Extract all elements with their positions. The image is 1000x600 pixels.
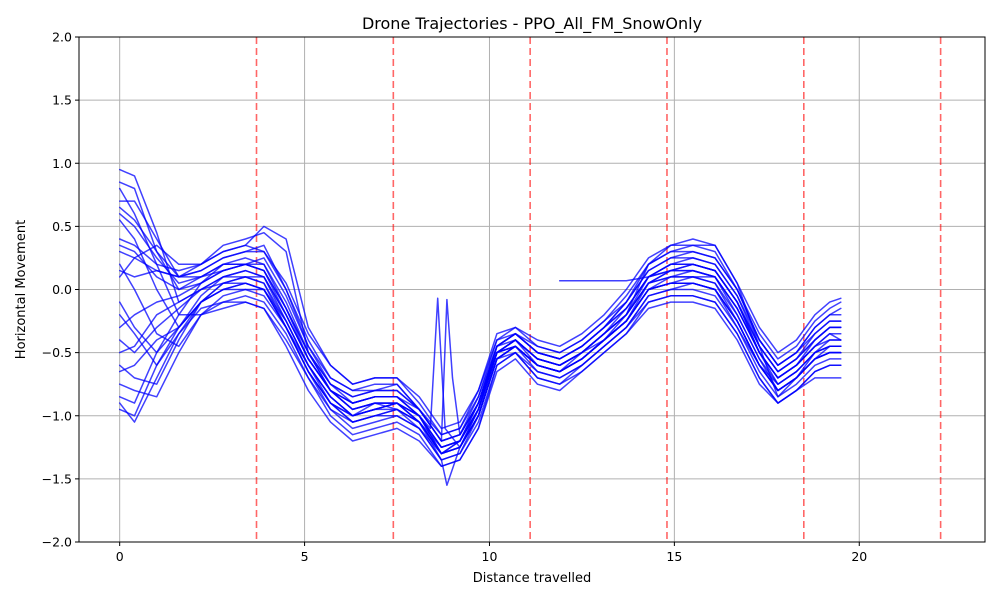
- y-axis-label: Horizontal Movement: [14, 220, 29, 359]
- trajectory-line: [118, 295, 842, 468]
- y-tick-label: 0.5: [52, 219, 72, 234]
- trajectory-line: [118, 206, 842, 442]
- y-tick-label: −0.5: [42, 345, 72, 360]
- chart-title: Drone Trajectories - PPO_All_FM_SnowOnly: [362, 14, 702, 34]
- trajectory-line: [118, 225, 842, 430]
- y-axis: −2.0 −1.5 −1.0 −0.5 0.0 0.5 1.0 1.5 2.0: [42, 30, 79, 550]
- y-tick-label: −2.0: [42, 535, 72, 550]
- trajectory-line: [118, 276, 842, 455]
- x-tick-label: 10: [482, 549, 498, 564]
- trajectory-line: [118, 187, 842, 461]
- y-tick-label: −1.0: [42, 408, 72, 423]
- x-tick-label: 5: [301, 549, 309, 564]
- x-tick-label: 0: [116, 549, 124, 564]
- series-layer: [118, 168, 842, 486]
- trajectory-line: [118, 263, 842, 455]
- x-axis-label: Distance travelled: [473, 571, 592, 586]
- trajectory-line: [118, 276, 842, 461]
- y-tick-label: −1.5: [42, 471, 72, 486]
- trajectory-line: [118, 282, 842, 449]
- y-tick-label: 0.0: [52, 282, 72, 297]
- trajectory-line: [118, 181, 842, 455]
- reference-lines-layer: [255, 37, 942, 542]
- y-tick-label: 2.0: [52, 30, 72, 45]
- trajectory-line: [118, 257, 842, 442]
- trajectory-line: [558, 263, 842, 373]
- y-tick-label: 1.5: [52, 93, 72, 108]
- trajectory-line: [118, 295, 842, 468]
- x-axis: 0 5 10 15 20: [116, 542, 867, 564]
- trajectory-line: [118, 276, 842, 455]
- x-tick-label: 20: [851, 549, 867, 564]
- x-tick-label: 15: [666, 549, 682, 564]
- y-tick-label: 1.0: [52, 156, 72, 171]
